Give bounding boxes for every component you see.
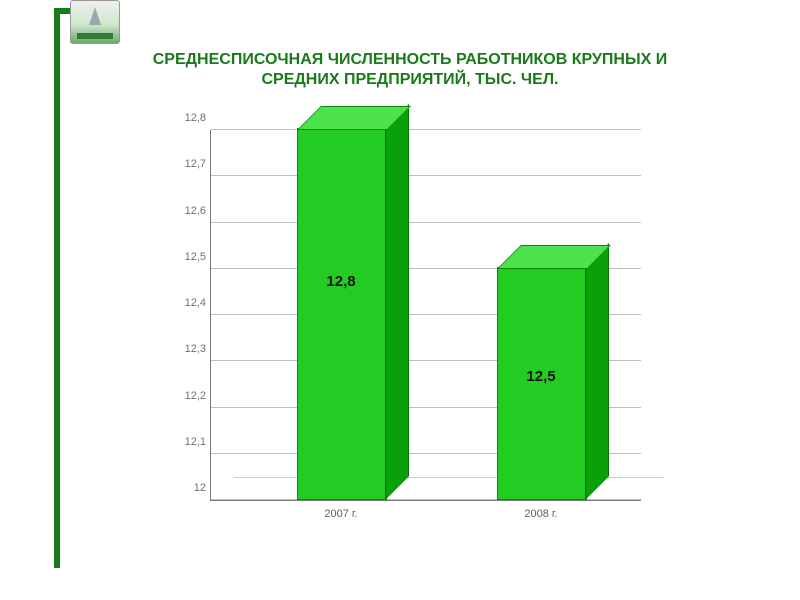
y-tick-label: 12,1 — [166, 436, 206, 448]
y-tick-label: 12,7 — [166, 158, 206, 170]
y-tick-label: 12,4 — [166, 297, 206, 309]
bar-chart: 12 12,1 12,2 12,3 12,4 12,5 12,6 12,7 12… — [210, 130, 641, 501]
page: СРЕДНЕСПИСОЧНАЯ ЧИСЛЕННОСТЬ РАБОТНИКОВ К… — [0, 0, 800, 600]
y-tick-label: 12,5 — [166, 251, 206, 263]
x-category-label: 2008 г. — [481, 508, 601, 520]
y-tick-label: 12,8 — [166, 112, 206, 124]
bar-2007: 12,8 — [297, 130, 385, 500]
gridline — [211, 129, 641, 130]
logo — [70, 0, 120, 44]
bar-value-label: 12,8 — [297, 273, 385, 290]
gridline — [211, 222, 641, 223]
gridline — [211, 175, 641, 176]
bar-front — [297, 128, 387, 500]
y-tick-label: 12,6 — [166, 205, 206, 217]
bar-side — [385, 104, 409, 500]
bar-2008: 12,5 — [497, 269, 585, 500]
page-title: СРЕДНЕСПИСОЧНАЯ ЧИСЛЕННОСТЬ РАБОТНИКОВ К… — [130, 50, 690, 90]
y-tick-label: 12,2 — [166, 390, 206, 402]
x-category-label: 2007 г. — [281, 508, 401, 520]
accent-bar-vertical — [54, 8, 60, 568]
y-tick-label: 12 — [166, 482, 206, 494]
bar-value-label: 12,5 — [497, 368, 585, 385]
accent-bar-horizontal — [54, 8, 70, 14]
bar-side — [585, 243, 609, 500]
y-tick-label: 12,3 — [166, 343, 206, 355]
